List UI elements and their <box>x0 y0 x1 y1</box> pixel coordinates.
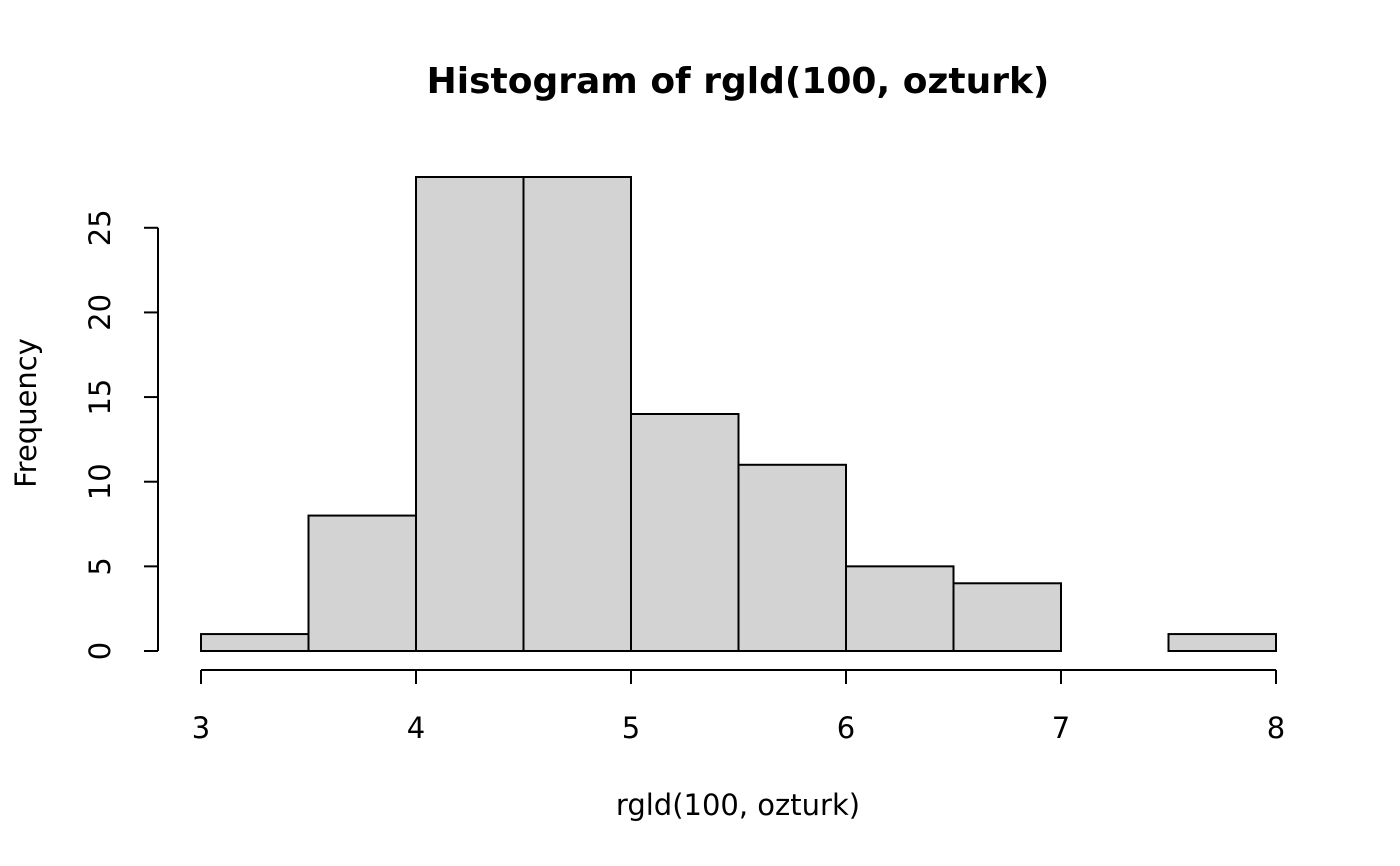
y-tick-label: 20 <box>83 294 117 331</box>
histogram-bar-1 <box>307 514 417 652</box>
histogram-bar-3 <box>522 176 632 652</box>
y-tick-label: 25 <box>83 209 117 246</box>
x-tick-label: 7 <box>1052 711 1070 745</box>
histogram-bar-4 <box>630 413 740 652</box>
histogram-bar-9 <box>1167 633 1277 652</box>
y-tick-label: 15 <box>83 379 117 416</box>
x-axis-label: rgld(100, ozturk) <box>616 788 860 822</box>
histogram-bar-2 <box>415 176 525 652</box>
y-axis: 0 5 10 15 20 25 <box>83 209 159 660</box>
x-tick-label: 5 <box>622 711 640 745</box>
x-tick-label: 8 <box>1267 711 1285 745</box>
y-tick-label: 5 <box>83 557 117 575</box>
histogram-bars <box>200 176 1277 652</box>
histogram-bar-7 <box>952 582 1062 652</box>
x-tick-label: 3 <box>192 711 210 745</box>
x-axis: 3 4 5 6 7 8 <box>192 669 1285 745</box>
chart-title: Histogram of rgld(100, ozturk) <box>427 61 1050 102</box>
y-tick-label: 10 <box>83 463 117 500</box>
histogram-bar-0 <box>200 633 310 652</box>
histogram-bar-6 <box>845 565 955 652</box>
y-axis-label: Frequency <box>9 338 43 488</box>
y-tick-label: 0 <box>83 642 117 660</box>
histogram-bar-5 <box>737 463 847 652</box>
x-tick-label: 6 <box>837 711 855 745</box>
x-tick-label: 4 <box>407 711 425 745</box>
